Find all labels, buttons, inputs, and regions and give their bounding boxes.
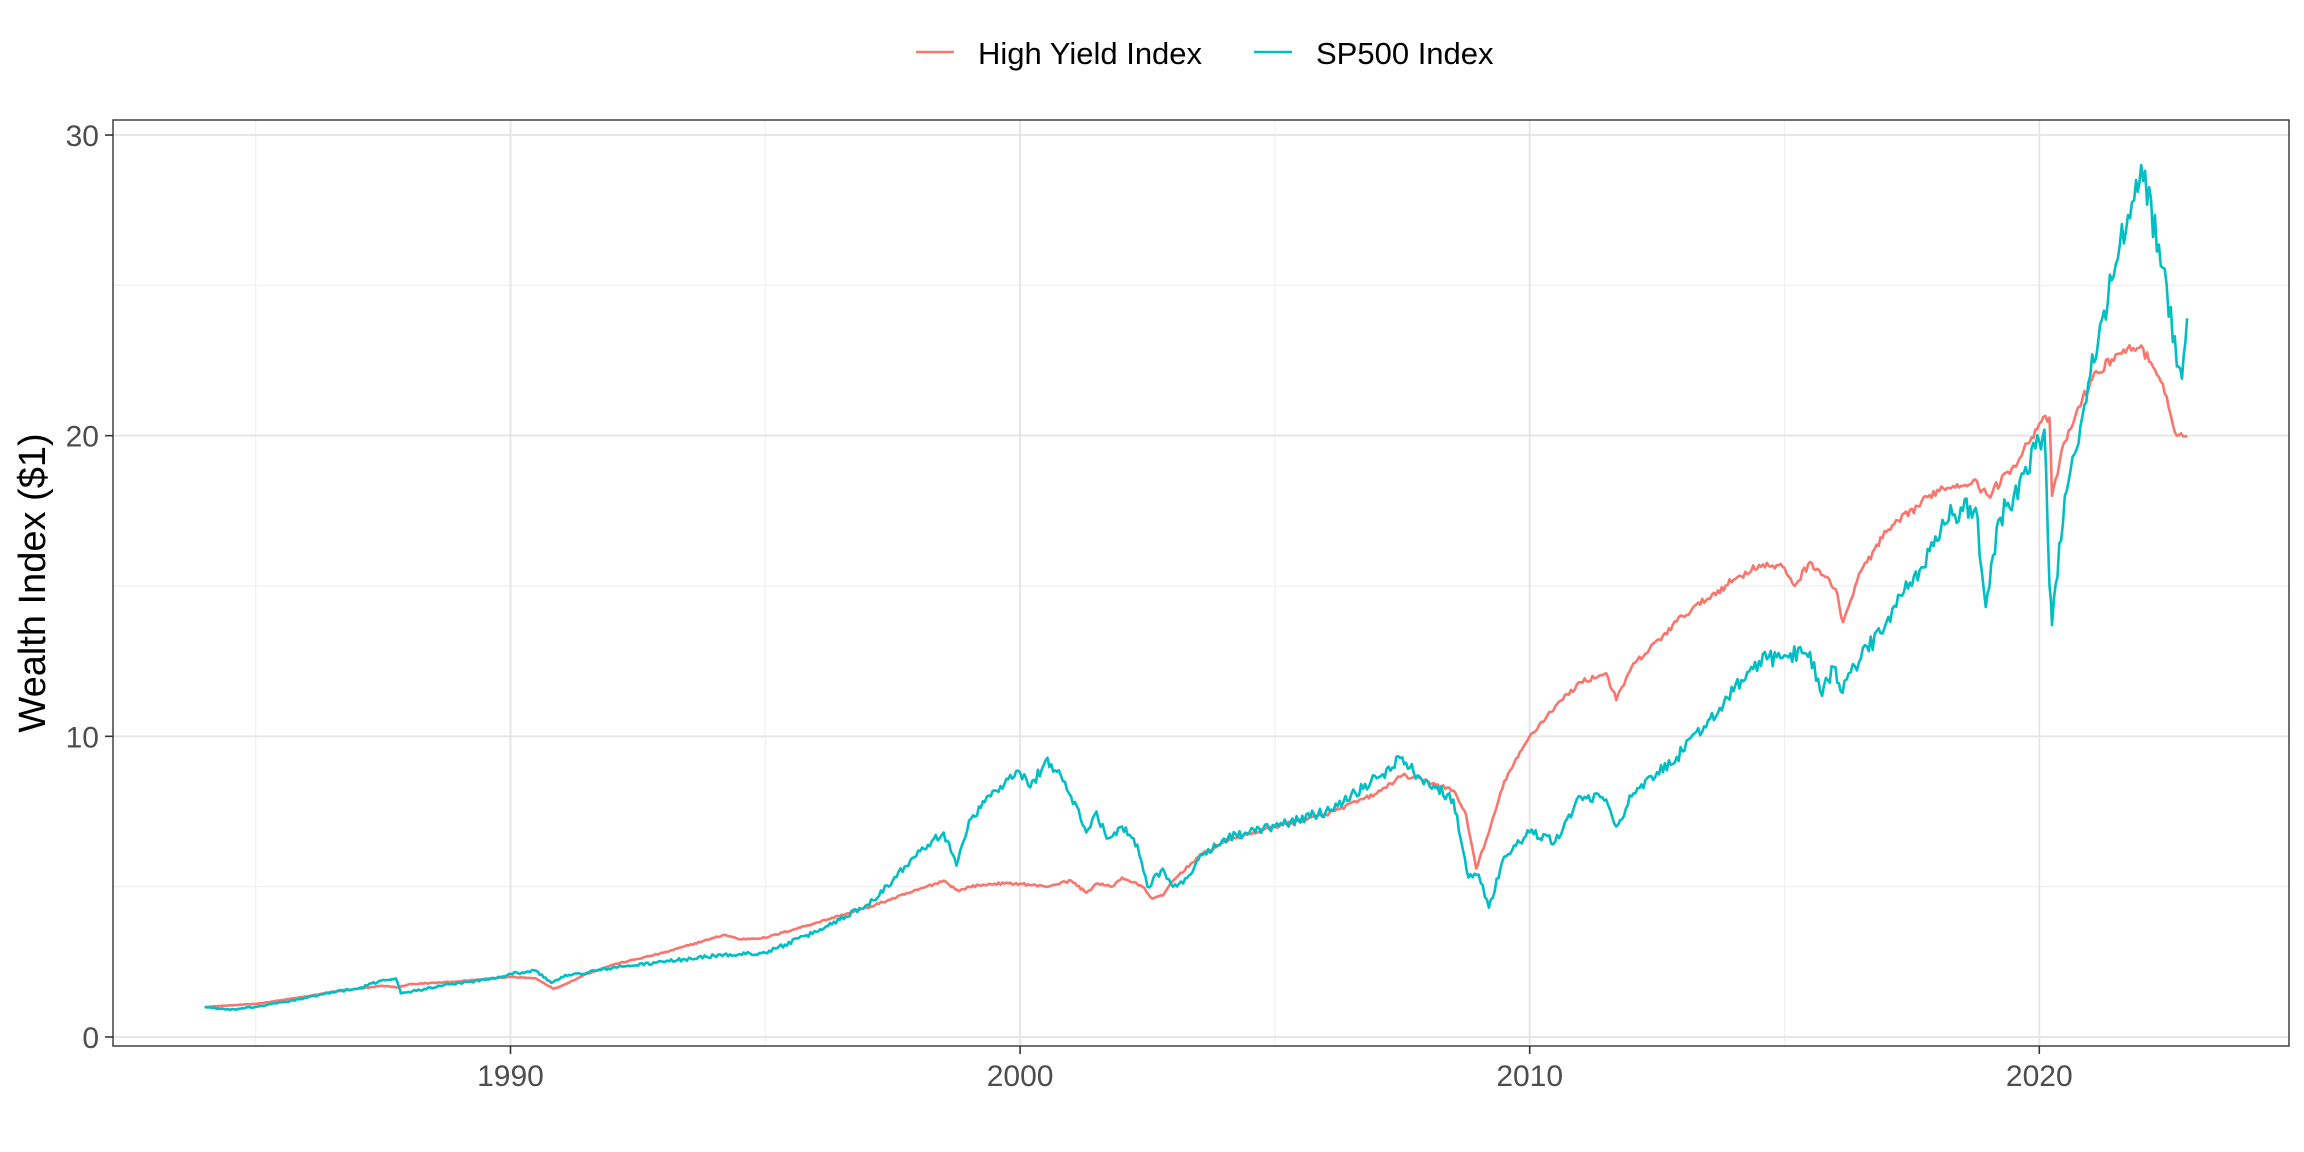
x-tick-label: 1990 xyxy=(477,1060,544,1093)
panel-border xyxy=(112,119,2290,1047)
grid-minor xyxy=(113,120,2289,1046)
x-tick-label: 2020 xyxy=(2006,1060,2073,1093)
legend: High Yield Index SP500 Index xyxy=(916,36,1494,71)
legend-label-sp500: SP500 Index xyxy=(1316,36,1494,71)
y-tick-label: 30 xyxy=(66,120,99,153)
grid-major xyxy=(113,120,2289,1046)
x-axis: 1990 2000 2010 2020 xyxy=(477,1046,2073,1093)
y-tick-label: 10 xyxy=(66,721,99,754)
series-layer xyxy=(204,163,2189,1012)
x-tick-label: 2010 xyxy=(1496,1060,1563,1093)
legend-label-high-yield: High Yield Index xyxy=(978,36,1203,71)
x-tick-label: 2000 xyxy=(987,1060,1054,1093)
y-axis: 0 10 20 30 xyxy=(66,120,113,1055)
y-tick-label: 20 xyxy=(66,421,99,454)
plot-panel xyxy=(112,119,2290,1047)
y-tick-label: 0 xyxy=(82,1022,99,1055)
y-axis-title: Wealth Index ($1) xyxy=(12,433,54,732)
series-line-sp500 xyxy=(204,163,2189,1012)
